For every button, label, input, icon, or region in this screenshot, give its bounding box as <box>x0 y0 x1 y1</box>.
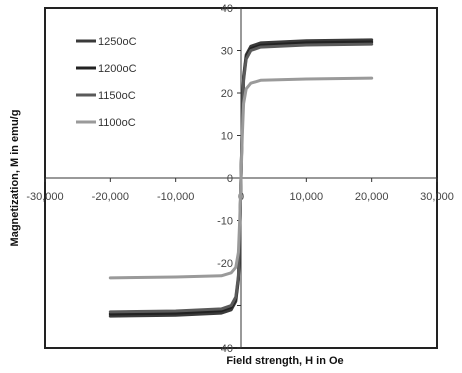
y-tick-label: 0 <box>227 173 233 185</box>
series-group <box>108 38 374 318</box>
x-tick-label: 30,000 <box>420 191 454 203</box>
y-ticks: 40 -20 -10 0 10 20 30 40 <box>217 3 241 355</box>
x-ticks: -30,000 -20,000 -10,000 0 10,000 20,000 30,000 <box>26 178 454 203</box>
x-axis-title: Field strength, H in Oe <box>226 355 343 367</box>
x-tick-label: -20,000 <box>92 191 129 203</box>
series-line-3 <box>108 76 374 280</box>
x-tick-label: -10,000 <box>157 191 194 203</box>
y-tick-label: 20 <box>221 88 233 100</box>
x-tick-label: -30,000 <box>26 191 63 203</box>
legend: 1250oC 1200oC 1150oC 1100oC <box>76 36 137 129</box>
legend-label: 1200oC <box>98 63 137 75</box>
legend-label: 1100oC <box>98 117 136 129</box>
legend-label: 1250oC <box>98 36 137 48</box>
y-tick-label: 40 <box>221 3 233 15</box>
y-tick-label: 10 <box>221 131 233 143</box>
y-tick-label: 30 <box>221 46 233 58</box>
y-tick-label: -10 <box>217 216 233 228</box>
legend-label: 1150oC <box>98 90 136 102</box>
x-tick-label: 10,000 <box>290 191 324 203</box>
x-tick-label: 20,000 <box>355 191 389 203</box>
y-axis-title: Magnetization, M in emu/g <box>9 110 21 247</box>
y-tick-label: -20 <box>217 258 233 270</box>
y-tick-label: 40 <box>221 343 233 355</box>
